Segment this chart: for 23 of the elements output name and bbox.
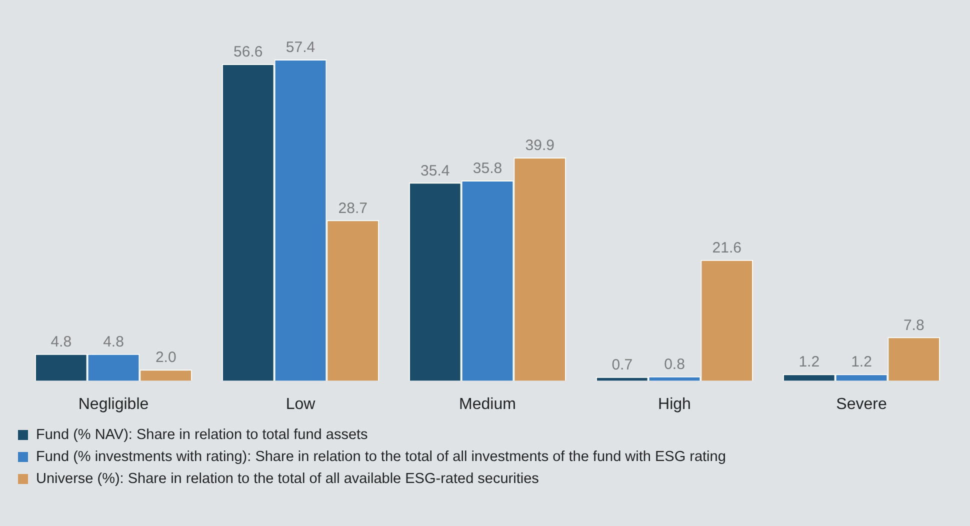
x-tick-label: Negligible <box>78 396 149 413</box>
data-label: 1.2 <box>798 354 820 371</box>
data-label: 2.0 <box>155 349 176 366</box>
data-label: 1.2 <box>851 354 872 371</box>
legend-label: Fund (% investments with rating): Share in relation to the total of all investments of the fund with ESG rating <box>36 448 726 467</box>
data-label: 57.4 <box>286 39 316 56</box>
x-tick-label: Severe <box>836 396 887 413</box>
data-label: 7.8 <box>903 316 924 334</box>
data-label: 35.8 <box>472 160 502 178</box>
data-label: 35.4 <box>420 162 450 180</box>
data-label: 56.6 <box>234 44 263 61</box>
data-label: 0.8 <box>664 356 685 373</box>
data-label: 0.7 <box>612 356 633 374</box>
data-label: 4.8 <box>103 334 124 351</box>
legend-label: Fund (% NAV): Share in relation to total fund assets <box>36 426 368 445</box>
legend-label: Universe (%): Share in relation to the total of all available ESG-rated securities <box>36 470 539 489</box>
data-label: 21.6 <box>712 240 742 257</box>
x-tick-label: Medium <box>459 396 516 413</box>
data-label: 28.7 <box>338 200 368 217</box>
data-label: 39.9 <box>525 137 554 154</box>
data-label: 4.8 <box>50 334 72 351</box>
x-tick-label: High <box>658 396 691 413</box>
x-tick-label: Low <box>286 396 316 413</box>
